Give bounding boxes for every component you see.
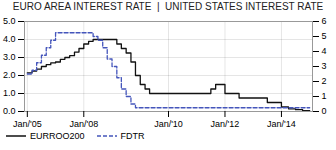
svg-text:Jan/'14: Jan/'14 [267,119,296,129]
svg-text:2: 2 [322,76,327,86]
svg-text:1: 1 [322,91,327,101]
svg-text:4.0: 4.0 [3,34,16,44]
svg-text:Jan/'05: Jan/'05 [13,119,42,129]
svg-text:2.0: 2.0 [3,70,16,80]
svg-text:0: 0 [322,106,327,116]
svg-text:Jan/'10: Jan/'10 [154,119,183,129]
svg-text:3: 3 [322,61,327,71]
html-text:EURROO200: EURROO200 [30,131,85,141]
svg-text:3.0: 3.0 [3,52,16,62]
html-text:EURO AREA INTEREST RATE | UNIT: EURO AREA INTEREST RATE | UNITED STATES … [12,1,324,12]
svg-text:Jan/'08: Jan/'08 [69,119,98,129]
svg-text:5: 5 [322,31,327,41]
html-text:FDTR: FDTR [120,131,145,141]
svg-text:1.0: 1.0 [3,88,16,98]
svg-text:Jan/'12: Jan/'12 [211,119,240,129]
svg-text:6: 6 [322,16,327,26]
svg-text:0.0: 0.0 [3,106,16,116]
svg-text:5.0: 5.0 [3,16,16,26]
svg-text:4: 4 [322,46,327,56]
